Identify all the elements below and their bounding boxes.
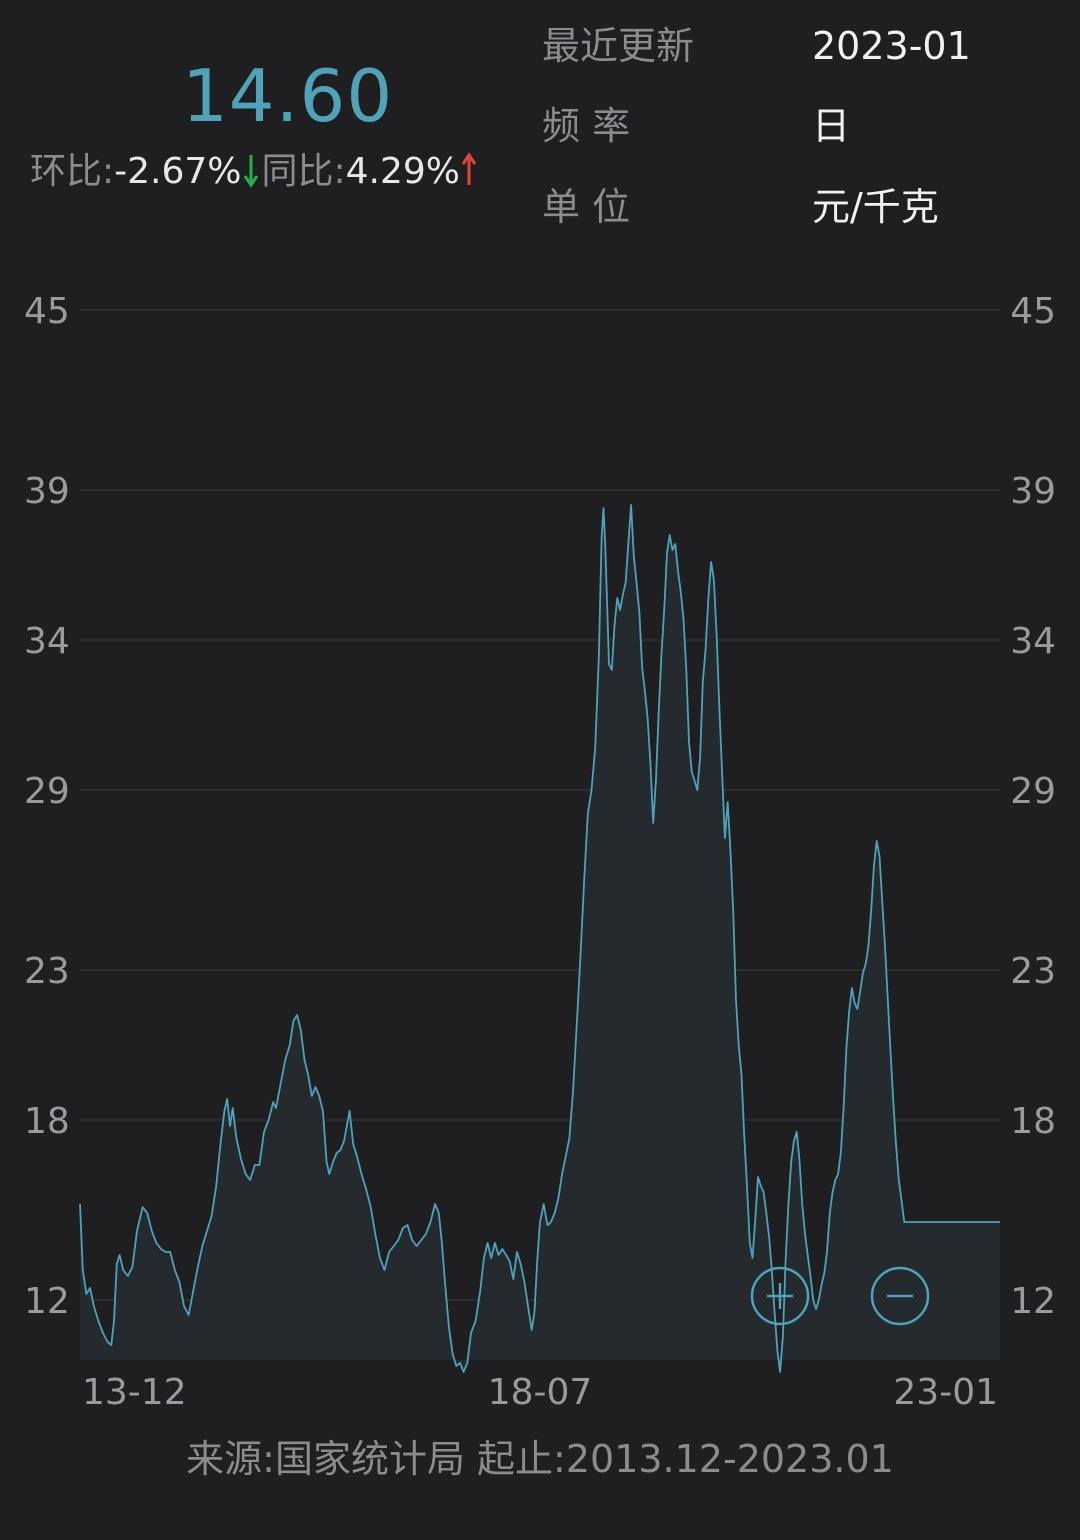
arrow-up-icon — [462, 152, 477, 185]
zoom-out-button[interactable] — [870, 1266, 930, 1326]
price-chart[interactable]: 45 45 39 39 34 34 29 29 23 23 18 18 12 12 13-12 18-07 23… — [0, 250, 1080, 1430]
source-note: 来源:国家统计局 起止:2013.12-2023.01 — [186, 1437, 894, 1481]
yoy-value: 4.29% — [345, 151, 461, 192]
axis-labels: 45 45 39 39 34 34 29 29 23 23 18 18 12 12 13-12 18-07 23… — [24, 291, 1056, 1413]
y-tick-label-left: 34 — [24, 621, 70, 662]
y-tick-label-left: 29 — [24, 771, 70, 812]
updated-label: 最近更新 — [542, 24, 695, 68]
x-tick-label: 13-12 — [82, 1372, 187, 1413]
y-tick-label-left: 18 — [24, 1101, 70, 1142]
unit-value: 元/千克 — [812, 185, 939, 229]
series-line — [79, 504, 1000, 1373]
change-row: 环比:-2.67% 同比:4.29% — [30, 152, 480, 190]
y-tick-label-left: 23 — [24, 951, 70, 992]
yoy-label: 同比: — [261, 151, 346, 192]
y-tick-label-left: 45 — [24, 291, 70, 332]
area-layer — [79, 504, 1000, 1373]
header: 14.60 环比:-2.67% 同比:4.29% 最近更新 2023-01 频 率… — [0, 0, 1080, 250]
x-tick-label: 18-07 — [488, 1372, 593, 1413]
mom-label: 环比: — [30, 151, 115, 192]
y-tick-label-right: 34 — [1010, 621, 1056, 662]
y-tick-label-left: 12 — [24, 1281, 70, 1322]
arrow-down-icon — [243, 155, 258, 188]
plus-circle-icon — [750, 1266, 810, 1326]
minus-circle-icon — [870, 1266, 930, 1326]
y-tick-label-right: 18 — [1010, 1101, 1056, 1142]
unit-label: 单 位 — [542, 185, 631, 229]
updated-value: 2023-01 — [812, 24, 971, 68]
frequency-label: 频 率 — [542, 104, 631, 148]
y-tick-label-right: 39 — [1010, 471, 1056, 512]
series-area — [80, 505, 1000, 1372]
y-tick-label-right: 23 — [1010, 951, 1056, 992]
y-tick-label-right: 29 — [1010, 771, 1056, 812]
frequency-value: 日 — [812, 104, 851, 148]
y-tick-label-right: 45 — [1010, 291, 1056, 332]
x-tick-label: 23-01 — [893, 1372, 998, 1413]
mom-value: -2.67% — [114, 151, 242, 192]
y-tick-label-left: 39 — [24, 471, 70, 512]
y-tick-label-right: 12 — [1010, 1281, 1056, 1322]
zoom-in-button[interactable] — [750, 1266, 810, 1326]
current-price: 14.60 — [182, 54, 394, 138]
